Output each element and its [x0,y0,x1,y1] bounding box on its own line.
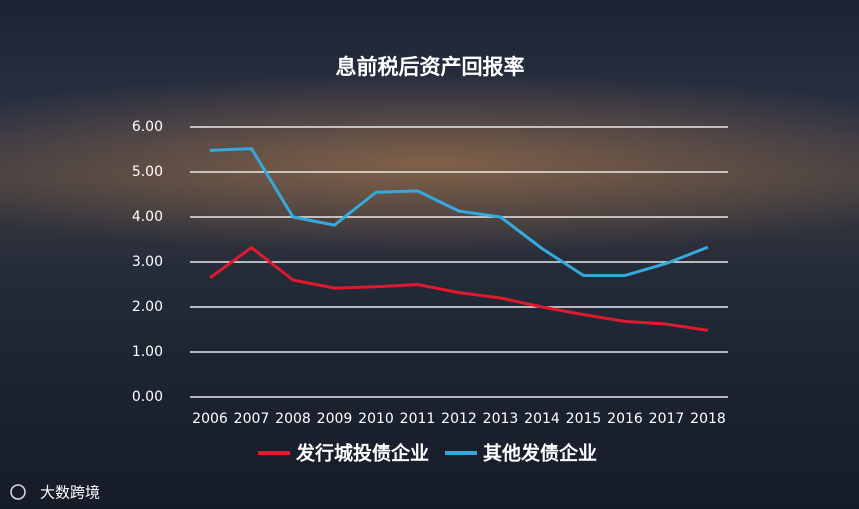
x-tick-label: 2006 [192,411,228,427]
x-tick-label: 2008 [275,411,311,427]
y-tick-label: 6.00 [132,119,163,135]
y-tick-label: 5.00 [132,164,163,180]
x-tick-label: 2012 [441,411,477,427]
x-tick-label: 2015 [566,411,602,427]
x-tick-label: 2017 [649,411,685,427]
y-tick-label: 4.00 [132,209,163,225]
legend-label: 其他发债企业 [483,442,597,465]
watermark: 大数跨境 [40,484,100,502]
x-tick-label: 2007 [234,411,270,427]
legend-label: 发行城投债企业 [295,442,429,465]
series-line [209,246,709,332]
y-tick-label: 3.00 [132,254,163,270]
y-tick-label: 1.00 [132,344,163,360]
x-tick-label: 2014 [524,411,560,427]
logo [10,484,26,500]
series-line [209,147,709,277]
x-tick-label: 2009 [317,411,353,427]
chart-title: 息前税后资产回报率 [336,55,525,79]
x-tick-label: 2011 [400,411,436,427]
x-tick-label: 2018 [690,411,726,427]
x-tick-label: 2010 [358,411,394,427]
y-tick-label: 0.00 [132,389,163,405]
y-tick-label: 2.00 [132,299,163,315]
x-tick-label: 2013 [483,411,519,427]
x-tick-label: 2016 [607,411,643,427]
